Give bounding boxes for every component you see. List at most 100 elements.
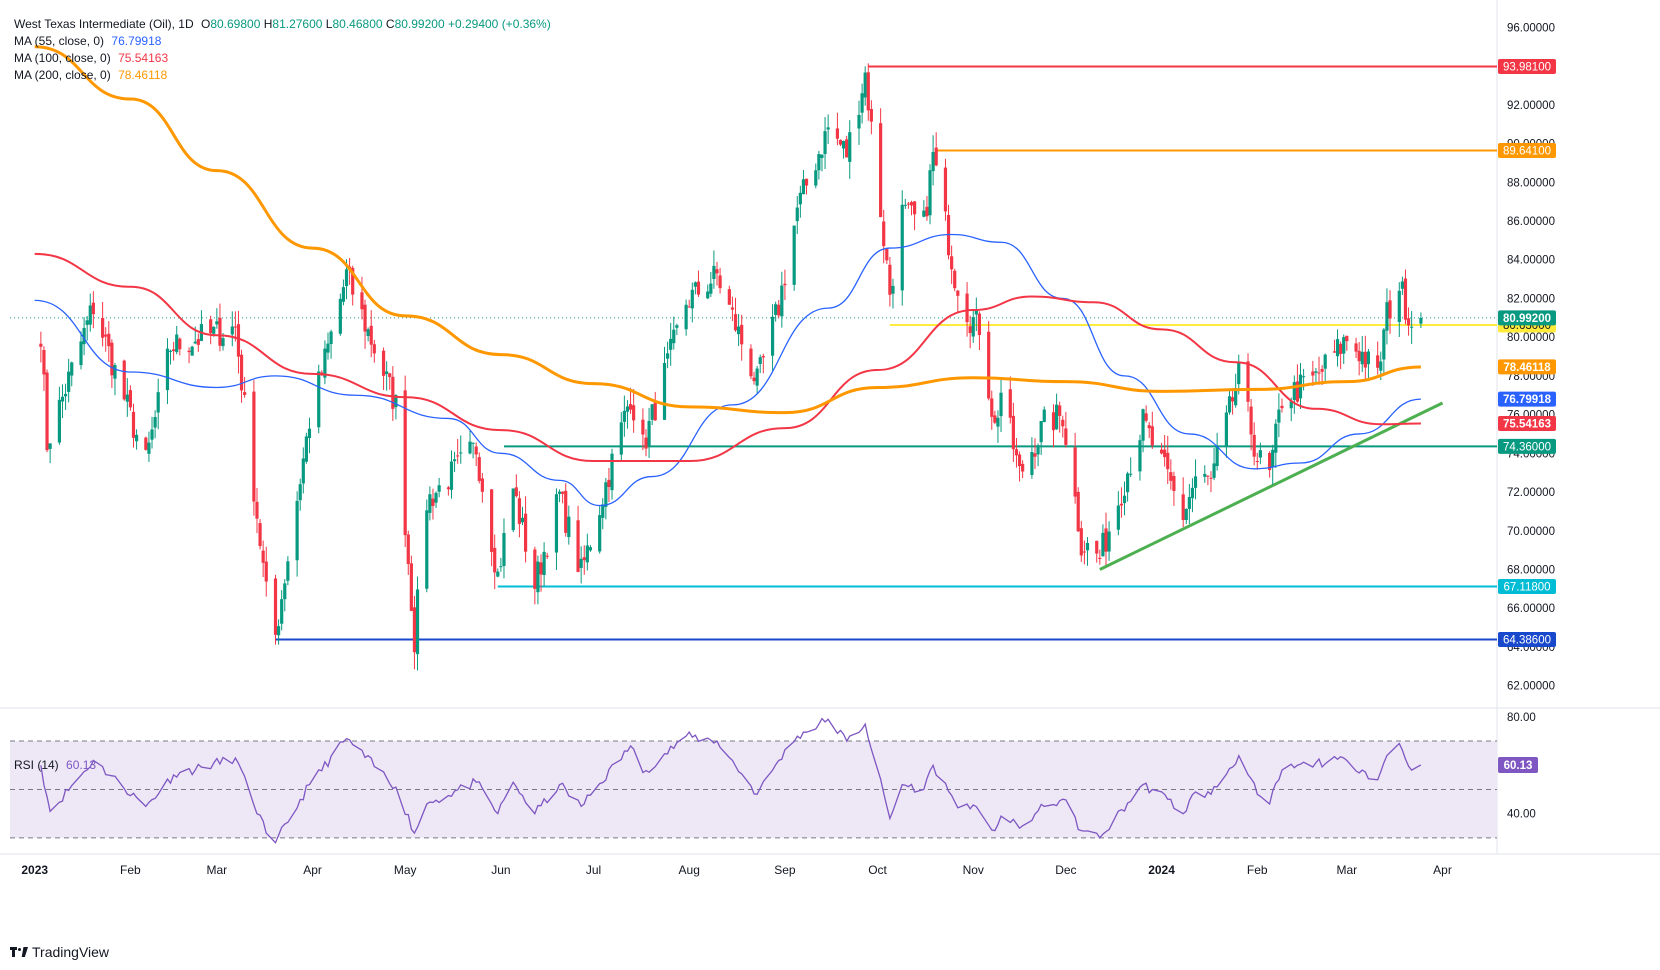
candle-body — [70, 362, 74, 376]
candle-body — [412, 607, 417, 653]
candle-body — [628, 404, 633, 410]
candle-body — [212, 326, 216, 334]
candle-body — [1246, 361, 1250, 402]
ma200-value: 78.46118 — [118, 68, 168, 82]
y-tick-label-7: 82.00000 — [1507, 293, 1555, 305]
candle-body — [187, 350, 191, 353]
candle-body — [341, 287, 346, 302]
candle-body — [783, 283, 787, 286]
rsi-line — [40, 717, 1422, 844]
candle-body — [230, 326, 234, 335]
rsi-label: RSI (14) — [14, 758, 59, 772]
candle-body — [1406, 318, 1411, 326]
candle-body — [561, 491, 565, 494]
candle-body — [264, 561, 268, 582]
candle-body — [131, 411, 136, 438]
price-tag-bg-0 — [1498, 310, 1556, 326]
candle-body — [144, 437, 148, 450]
candle-body — [1014, 449, 1019, 456]
candle-body — [792, 225, 796, 285]
candle-body — [320, 372, 324, 374]
candle-body — [1320, 368, 1324, 372]
candle-body — [351, 267, 355, 295]
candle-body — [456, 455, 460, 457]
candle-body — [221, 338, 225, 347]
candle-body — [974, 309, 978, 315]
time-axis[interactable]: 2023 Feb Mar Apr May Jun Jul Aug Sep Oct Nov Dec 202… — [21, 863, 1452, 877]
y-tick-label-17: 62.00000 — [1507, 681, 1555, 693]
candle-body — [511, 488, 515, 531]
y-tick-label-2: 92.00000 — [1507, 100, 1555, 112]
ma55-legend-row[interactable]: MA (55, close, 0) 76.79918 — [14, 33, 551, 50]
y-tick-label-5: 86.00000 — [1507, 216, 1555, 228]
candle-body — [165, 348, 170, 391]
price-tag-bg-3 — [1498, 415, 1556, 431]
candle-body — [1141, 409, 1145, 441]
candle-body — [866, 72, 870, 111]
x-tick-label-2: Mar — [207, 863, 228, 877]
candle-body — [128, 390, 133, 408]
candle-body — [452, 459, 457, 462]
candle-body — [1292, 382, 1296, 401]
candle-body — [922, 210, 926, 217]
candle-body — [295, 500, 299, 561]
candle-body — [554, 494, 559, 553]
candle-body — [1058, 405, 1062, 416]
level-tag-bg-1 — [1498, 142, 1556, 158]
ohlc-close: 80.99200 — [394, 17, 445, 31]
rsi-tag: 60.13 — [1504, 760, 1533, 772]
level-tag-1: 89.64100 — [1503, 145, 1551, 157]
candle-body — [391, 376, 395, 409]
ma100-value: 75.54163 — [118, 51, 169, 65]
candle-body — [514, 487, 518, 497]
candle-body — [1252, 434, 1256, 457]
candle-body — [209, 319, 213, 334]
candle-body — [493, 547, 497, 573]
candle-body — [598, 515, 602, 552]
ma200-legend-row[interactable]: MA (200, close, 0) 78.46118 — [14, 67, 551, 84]
candle-body — [474, 446, 478, 455]
candle-body — [406, 534, 410, 564]
candle-body — [1323, 354, 1327, 369]
trendline-layer — [1099, 401, 1444, 571]
candle-body — [1397, 290, 1401, 323]
ohlc-low-label: L — [325, 17, 333, 31]
rsi-tag-bg — [1498, 756, 1538, 773]
ohlc-low: 80.46800 — [332, 17, 383, 31]
candle-body — [363, 304, 367, 332]
candle-body — [1274, 423, 1278, 453]
price-tags: 93.9810089.6410080.6300074.3600067.11800… — [1498, 58, 1556, 773]
candle-body — [1126, 473, 1130, 493]
candle-body — [261, 550, 265, 563]
candle-body — [533, 549, 537, 589]
candle-body — [1403, 278, 1408, 320]
candle-body — [39, 343, 43, 347]
ohlc-open-label: O — [200, 17, 211, 31]
candle-body — [882, 221, 886, 247]
candle-body — [459, 452, 463, 454]
candle-body — [1036, 445, 1040, 455]
candle-body — [931, 152, 935, 172]
candle-body — [1119, 503, 1124, 506]
tradingview-footer[interactable]: TradingView — [10, 944, 109, 960]
ma-line-2 — [34, 45, 1421, 415]
candle-body — [1224, 412, 1229, 446]
candle-body — [1107, 531, 1111, 552]
candle-body — [956, 290, 960, 296]
candle-body — [647, 420, 651, 446]
candle-body — [953, 270, 957, 289]
candle-body — [820, 154, 824, 158]
ma100-legend-row[interactable]: MA (100, close, 0) 75.54163 — [14, 50, 551, 67]
candle-body — [999, 392, 1003, 417]
candle-body — [147, 442, 151, 454]
candle-body — [477, 457, 481, 481]
y-tick-label-8: 80.00000 — [1507, 332, 1555, 344]
candle-body — [653, 401, 657, 421]
candle-body — [1255, 461, 1259, 463]
candle-body — [1360, 351, 1364, 365]
rsi-legend[interactable]: RSI (14) 60.13 — [14, 758, 96, 772]
level-tag-bg-5 — [1498, 631, 1556, 647]
candle-body — [869, 109, 873, 122]
candle-body — [579, 558, 583, 568]
candle-body — [817, 154, 821, 171]
